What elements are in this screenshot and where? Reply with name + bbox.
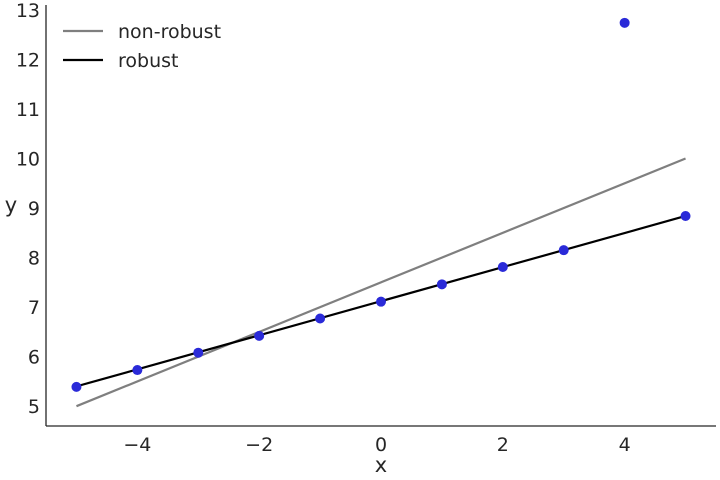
- data-point: [132, 365, 142, 375]
- series-line-non-robust: [76, 159, 685, 407]
- y-tick-label: 10: [16, 149, 40, 171]
- legend-label-non-robust: non-robust: [118, 21, 221, 43]
- y-tick-label: 7: [28, 297, 40, 319]
- y-axis-label: y: [5, 193, 17, 217]
- legend: non-robust robust: [63, 21, 221, 72]
- data-point: [71, 382, 81, 392]
- x-axis-label: x: [375, 453, 387, 477]
- series-lines: [76, 159, 685, 407]
- data-point: [193, 348, 203, 358]
- y-tick-label: 5: [28, 396, 40, 418]
- data-point: [315, 314, 325, 324]
- y-tick-label: 8: [28, 248, 40, 270]
- y-tick-label: 12: [16, 49, 40, 71]
- data-point: [254, 331, 264, 341]
- x-tick-label: −4: [123, 434, 151, 456]
- x-tick-label: 4: [619, 434, 631, 456]
- data-point: [559, 245, 569, 255]
- x-tick-label: 2: [497, 434, 509, 456]
- x-tick-label: −2: [245, 434, 273, 456]
- y-tick-label: 11: [16, 99, 40, 121]
- y-tick-label: 13: [16, 0, 40, 22]
- y-tick-label: 6: [28, 347, 40, 369]
- y-tick-label: 9: [28, 198, 40, 220]
- scatter-points: [71, 18, 690, 392]
- data-point: [681, 211, 691, 221]
- data-point: [437, 279, 447, 289]
- legend-label-robust: robust: [118, 50, 178, 72]
- data-point: [376, 297, 386, 307]
- data-point: [498, 262, 508, 272]
- data-point: [620, 18, 630, 28]
